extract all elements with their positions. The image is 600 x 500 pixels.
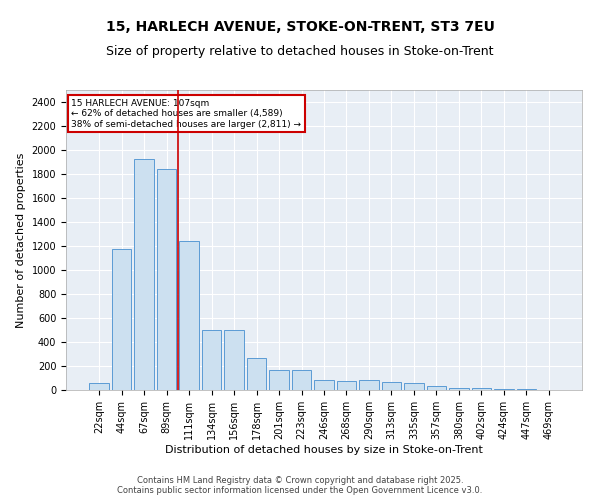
Bar [134, 159, 154, 390]
Text: Size of property relative to detached houses in Stoke-on-Trent: Size of property relative to detached ho… [106, 45, 494, 58]
Text: Contains HM Land Registry data © Crown copyright and database right 2025.
Contai: Contains HM Land Registry data © Crown c… [118, 476, 482, 495]
Bar [112, 249, 131, 390]
Bar [337, 381, 356, 390]
Y-axis label: Number of detached properties: Number of detached properties [16, 152, 26, 328]
Bar [224, 330, 244, 390]
Bar [89, 384, 109, 390]
Bar [179, 241, 199, 390]
Bar [314, 380, 334, 390]
Bar [427, 386, 446, 390]
Bar [202, 330, 221, 390]
Bar [494, 389, 514, 390]
Bar [157, 169, 176, 390]
Bar [449, 388, 469, 390]
Bar [404, 384, 424, 390]
Bar [247, 358, 266, 390]
Text: 15 HARLECH AVENUE: 107sqm
← 62% of detached houses are smaller (4,589)
38% of se: 15 HARLECH AVENUE: 107sqm ← 62% of detac… [71, 99, 301, 129]
Text: 15, HARLECH AVENUE, STOKE-ON-TRENT, ST3 7EU: 15, HARLECH AVENUE, STOKE-ON-TRENT, ST3 … [106, 20, 494, 34]
Bar [269, 370, 289, 390]
Bar [292, 370, 311, 390]
X-axis label: Distribution of detached houses by size in Stoke-on-Trent: Distribution of detached houses by size … [165, 444, 483, 454]
Bar [472, 388, 491, 390]
Bar [382, 382, 401, 390]
Bar [359, 380, 379, 390]
